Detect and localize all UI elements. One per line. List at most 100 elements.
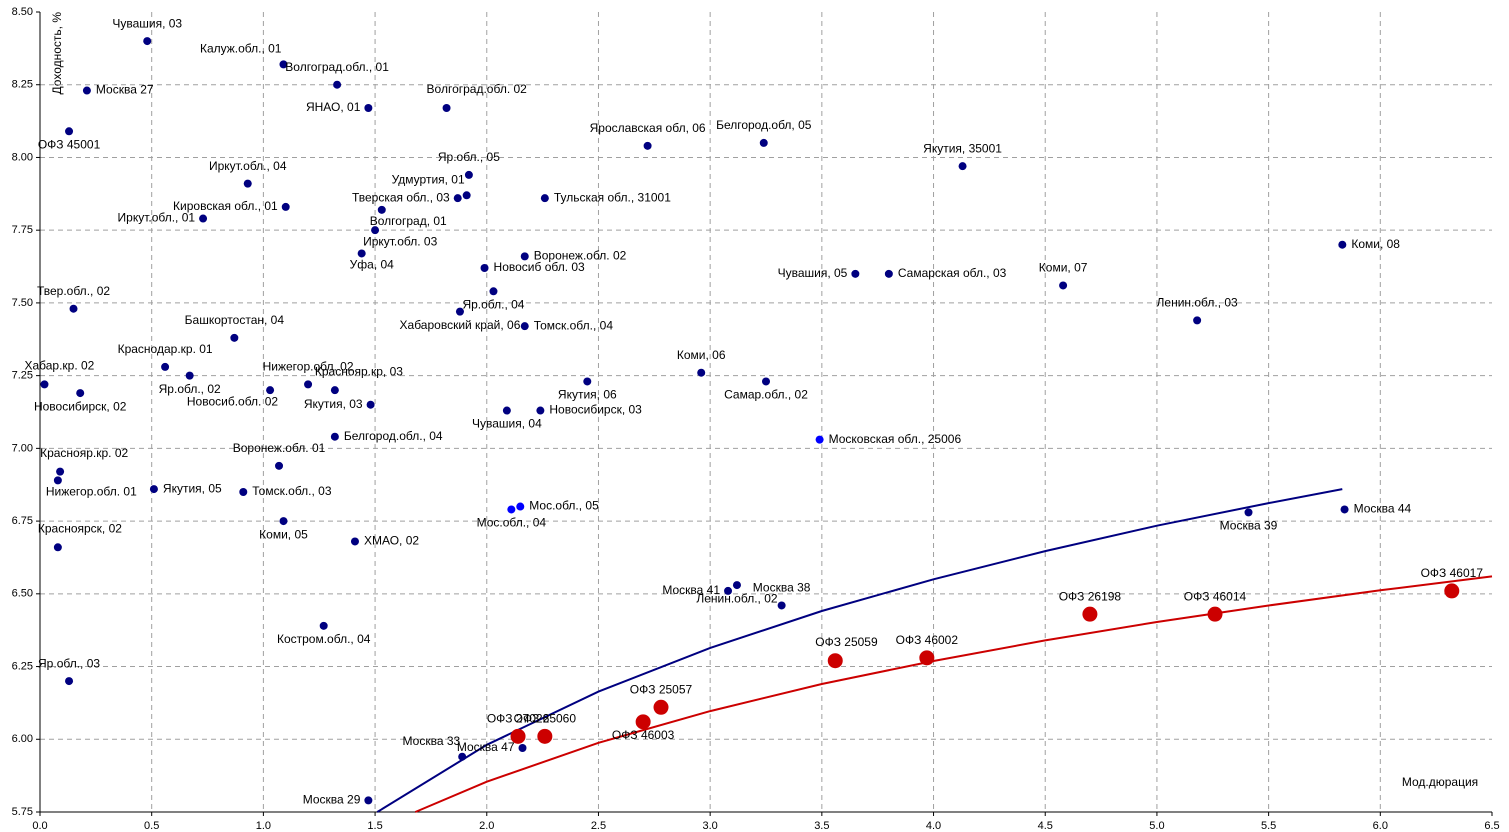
point-label: Твер.обл., 02 bbox=[37, 284, 110, 298]
point-label: ХМАО, 02 bbox=[364, 534, 419, 548]
data-point bbox=[149, 485, 158, 494]
x-tick-label: 5.0 bbox=[1149, 820, 1164, 832]
data-point bbox=[333, 80, 342, 89]
data-point bbox=[371, 226, 380, 235]
x-tick-label: 5.5 bbox=[1261, 820, 1276, 832]
point-label: Нижегор.обл. 01 bbox=[46, 485, 137, 499]
point-label: ОФЗ 46014 bbox=[1184, 589, 1247, 603]
data-point bbox=[502, 406, 511, 415]
data-point bbox=[377, 205, 386, 214]
y-tick-label: 6.50 bbox=[12, 588, 33, 600]
point-label: Краснодар.кр. 01 bbox=[118, 342, 213, 356]
point-label: Чувашия, 03 bbox=[112, 16, 182, 30]
point-label: ОФЗ 25057 bbox=[630, 682, 693, 696]
data-point bbox=[777, 601, 786, 610]
y-tick-label: 7.75 bbox=[12, 224, 33, 236]
data-point bbox=[1059, 281, 1068, 290]
y-axis-label: Доходность, % bbox=[50, 12, 64, 95]
x-axis-label: Мод.дюрация bbox=[1402, 775, 1478, 789]
y-tick-label: 7.00 bbox=[12, 442, 33, 454]
point-label: Томск.обл., 04 bbox=[534, 318, 614, 332]
point-label: Яр.обл., 03 bbox=[38, 656, 100, 670]
point-label: Хабар.кр. 02 bbox=[24, 359, 94, 373]
data-point bbox=[884, 269, 893, 278]
point-label: Якутия, 05 bbox=[163, 481, 222, 495]
point-label: Москва 44 bbox=[1354, 502, 1412, 516]
point-label: ОФЗ 46002 bbox=[896, 633, 959, 647]
data-point bbox=[40, 380, 49, 389]
point-label: ОФЗ 46003 bbox=[612, 728, 675, 742]
point-label: Ленин.обл., 02 bbox=[696, 591, 778, 605]
trend-curve bbox=[414, 575, 1493, 813]
x-tick-label: 2.5 bbox=[591, 820, 606, 832]
x-tick-label: 0.0 bbox=[32, 820, 47, 832]
data-point bbox=[82, 86, 91, 95]
point-label: Тверская обл., 03 bbox=[352, 190, 450, 204]
data-point bbox=[319, 621, 328, 630]
point-label: Новосибирск, 02 bbox=[34, 399, 127, 413]
point-label: Самар.обл., 02 bbox=[724, 388, 808, 402]
point-label: Новосиб обл. 03 bbox=[494, 260, 586, 274]
data-point bbox=[919, 650, 935, 666]
point-label: Хабаровский край, 06 bbox=[400, 318, 521, 332]
data-point bbox=[366, 400, 375, 409]
data-point bbox=[275, 461, 284, 470]
point-label: Краснояр.кр, 03 bbox=[315, 364, 403, 378]
data-point bbox=[76, 389, 85, 398]
data-point bbox=[732, 581, 741, 590]
point-label: Москва 38 bbox=[753, 581, 811, 595]
data-point bbox=[518, 744, 527, 752]
point-label: Москва 39 bbox=[1220, 519, 1278, 533]
y-tick-label: 6.00 bbox=[12, 733, 33, 745]
data-point bbox=[697, 368, 706, 377]
data-point bbox=[330, 432, 339, 441]
data-point bbox=[281, 202, 290, 211]
point-label: Ярославская обл, 06 bbox=[590, 121, 706, 135]
point-label: ОФЗ 26198 bbox=[1059, 589, 1122, 603]
point-label: Московская обл., 25006 bbox=[829, 432, 962, 446]
data-point bbox=[1244, 508, 1253, 517]
point-label: Якутия, 03 bbox=[304, 397, 363, 411]
data-point bbox=[653, 699, 669, 715]
data-point bbox=[53, 476, 62, 485]
x-tick-label: 6.5 bbox=[1484, 820, 1499, 832]
data-point bbox=[453, 194, 462, 203]
point-label: Удмуртия, 01 bbox=[392, 172, 465, 186]
data-point bbox=[1193, 316, 1202, 325]
data-point bbox=[1207, 606, 1223, 622]
x-tick-label: 6.0 bbox=[1373, 820, 1388, 832]
data-point bbox=[520, 252, 529, 261]
data-point bbox=[516, 502, 525, 511]
data-point bbox=[350, 537, 359, 546]
data-point bbox=[480, 264, 489, 272]
data-point bbox=[507, 505, 516, 514]
point-label: Белгород.обл., 04 bbox=[344, 429, 443, 443]
x-tick-label: 4.5 bbox=[1038, 820, 1053, 832]
data-point bbox=[304, 380, 313, 389]
data-point bbox=[161, 362, 170, 371]
point-label: ОФЗ 25059 bbox=[815, 635, 878, 649]
data-point bbox=[65, 127, 74, 136]
x-tick-label: 3.0 bbox=[703, 820, 718, 832]
x-tick-label: 2.0 bbox=[479, 820, 494, 832]
data-point bbox=[455, 307, 464, 316]
x-tick-label: 0.5 bbox=[144, 820, 159, 832]
point-label: Яр.обл., 05 bbox=[438, 150, 500, 164]
data-point bbox=[510, 728, 526, 744]
data-point bbox=[724, 586, 733, 595]
point-label: Коми, 05 bbox=[259, 527, 308, 541]
data-point bbox=[462, 191, 471, 200]
data-point bbox=[464, 170, 473, 179]
y-tick-label: 8.50 bbox=[12, 6, 33, 18]
data-point bbox=[1340, 505, 1349, 514]
data-point bbox=[357, 249, 366, 258]
point-label: Коми, 08 bbox=[1351, 237, 1400, 251]
data-point bbox=[1338, 240, 1347, 249]
point-label: Томск.обл., 03 bbox=[252, 484, 332, 498]
point-label: Тульская обл., 31001 bbox=[554, 190, 671, 204]
point-label: Иркут.обл., 01 bbox=[118, 211, 196, 225]
data-point bbox=[815, 435, 824, 444]
trend-curve bbox=[376, 488, 1343, 813]
